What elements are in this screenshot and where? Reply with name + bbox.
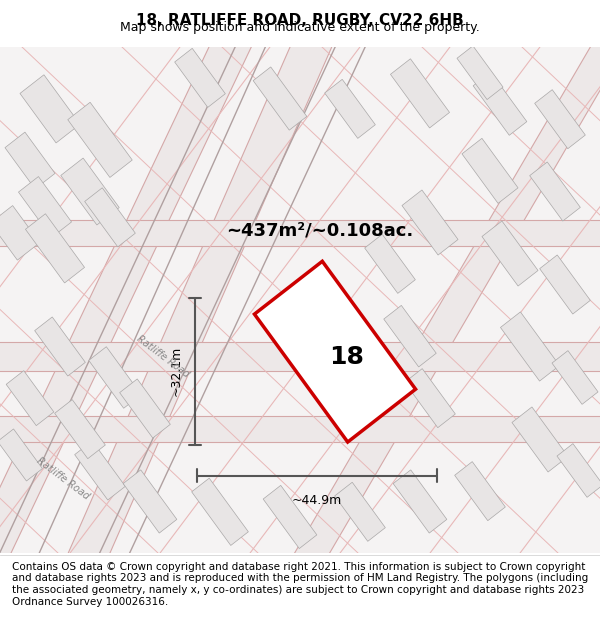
Polygon shape [393,470,447,533]
Polygon shape [0,429,43,481]
Text: ~44.9m: ~44.9m [292,494,342,508]
Polygon shape [35,317,85,376]
Polygon shape [391,59,449,128]
Polygon shape [62,18,337,582]
Polygon shape [25,214,85,283]
Polygon shape [552,351,598,404]
Polygon shape [325,79,376,138]
Text: ~32.1m: ~32.1m [170,346,183,396]
Text: 18: 18 [329,345,364,369]
Polygon shape [0,416,600,442]
Polygon shape [457,46,503,99]
Text: Ratliffe Road: Ratliffe Road [35,456,91,502]
Polygon shape [19,176,71,238]
Polygon shape [539,255,590,314]
Polygon shape [535,89,586,149]
Text: Ratliffe Road: Ratliffe Road [135,334,191,380]
Polygon shape [119,379,170,438]
Polygon shape [74,441,125,500]
Polygon shape [61,158,119,225]
Polygon shape [20,75,80,143]
Polygon shape [557,444,600,498]
Polygon shape [462,138,518,203]
Polygon shape [6,371,54,426]
Polygon shape [89,347,141,408]
Polygon shape [500,312,560,381]
Polygon shape [287,18,600,582]
Text: Contains OS data © Crown copyright and database right 2021. This information is : Contains OS data © Crown copyright and d… [12,562,588,606]
Polygon shape [404,369,455,428]
Polygon shape [402,190,458,255]
Polygon shape [0,220,600,246]
Polygon shape [55,399,106,459]
Text: Map shows position and indicative extent of the property.: Map shows position and indicative extent… [120,21,480,34]
Polygon shape [384,306,436,367]
Polygon shape [85,188,136,247]
Polygon shape [335,482,385,541]
Polygon shape [263,486,317,549]
Polygon shape [0,206,40,260]
Polygon shape [0,342,600,371]
Polygon shape [455,462,505,521]
Text: 18, RATLIFFE ROAD, RUGBY, CV22 6HB: 18, RATLIFFE ROAD, RUGBY, CV22 6HB [136,13,464,28]
Polygon shape [512,407,568,472]
Polygon shape [175,48,226,108]
Polygon shape [68,102,132,178]
Polygon shape [123,470,177,533]
Polygon shape [473,72,527,135]
Polygon shape [254,261,416,442]
Polygon shape [191,478,248,546]
Polygon shape [482,221,538,286]
Polygon shape [253,67,307,130]
Polygon shape [365,234,415,293]
Polygon shape [530,162,580,221]
Polygon shape [5,132,55,189]
Text: ~437m²/~0.108ac.: ~437m²/~0.108ac. [226,222,413,240]
Polygon shape [0,18,257,582]
